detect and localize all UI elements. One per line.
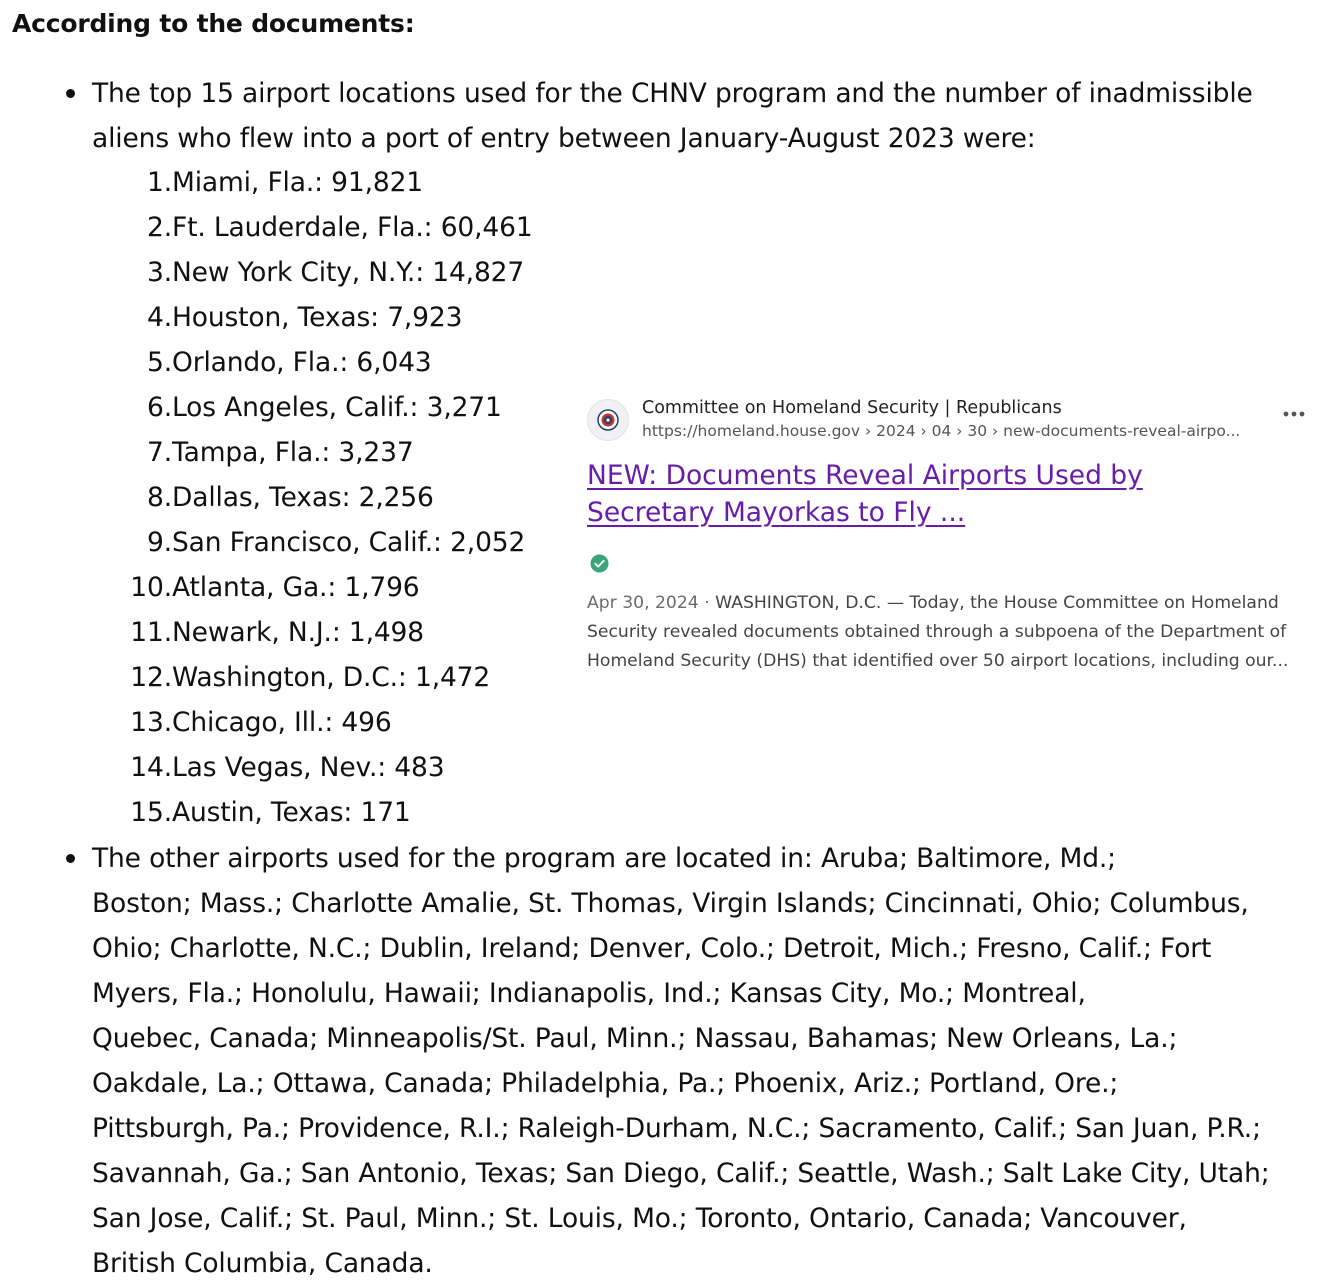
- list-number: 13.: [130, 707, 172, 738]
- list-item: 7. Tampa, Fla.: 3,237: [92, 430, 533, 475]
- bullet-2-line: Myers, Fla.; Honolulu, Hawaii; Indianapo…: [92, 978, 1086, 1009]
- bullet-2-line: British Columbia, Canada.: [92, 1248, 433, 1279]
- list-number: 5.: [147, 347, 172, 378]
- list-text: Ft. Lauderdale, Fla.: 60,461: [172, 212, 533, 243]
- result-snippet: Apr 30, 2024 · WASHINGTON, D.C. — Today,…: [587, 589, 1307, 676]
- list-text: Washington, D.C.: 1,472: [172, 662, 491, 693]
- snippet-line-1: Apr 30, 2024 · WASHINGTON, D.C. — Today,…: [587, 589, 1302, 618]
- top-airports-list: 1. Miami, Fla.: 91,821 2. Ft. Lauderdale, …: [92, 160, 533, 835]
- bullet-1-line-1: The top 15 airport locations used for th…: [92, 78, 1253, 109]
- list-item: 11. Newark, N.J.: 1,498: [92, 610, 533, 655]
- list-text: Orlando, Fla.: 6,043: [172, 347, 432, 378]
- list-number: 4.: [147, 302, 172, 333]
- bullet-dot: [66, 89, 75, 98]
- list-item: 15. Austin, Texas: 171: [92, 790, 533, 835]
- bullet-2-line: Quebec, Canada; Minneapolis/St. Paul, Mi…: [92, 1023, 1178, 1054]
- list-item: 9. San Francisco, Calif.: 2,052: [92, 520, 533, 565]
- list-text: San Francisco, Calif.: 2,052: [172, 527, 526, 558]
- result-date: Apr 30, 2024 ·: [587, 593, 716, 613]
- list-text: Dallas, Texas: 2,256: [172, 482, 434, 513]
- result-title-line-1[interactable]: NEW: Documents Reveal Airports Used by: [587, 460, 1143, 491]
- list-text: Miami, Fla.: 91,821: [172, 167, 423, 198]
- list-item: 12. Washington, D.C.: 1,472: [92, 655, 533, 700]
- list-number: 9.: [147, 527, 172, 558]
- bullet-2-line: Pittsburgh, Pa.; Providence, R.I.; Ralei…: [92, 1113, 1261, 1144]
- list-text: Austin, Texas: 171: [172, 797, 411, 828]
- list-item: 10. Atlanta, Ga.: 1,796: [92, 565, 533, 610]
- snippet-line-2: Security revealed documents obtained thr…: [587, 622, 1287, 642]
- result-title-link[interactable]: NEW: Documents Reveal Airports Used by S…: [587, 457, 1187, 531]
- list-number: 15.: [130, 797, 172, 828]
- section-heading: According to the documents:: [12, 9, 415, 38]
- bullet-2-line: The other airports used for the program …: [92, 843, 1116, 874]
- list-text: Atlanta, Ga.: 1,796: [172, 572, 420, 603]
- list-number: 10.: [130, 572, 172, 603]
- list-text: Tampa, Fla.: 3,237: [172, 437, 414, 468]
- list-number: 14.: [130, 752, 172, 783]
- list-item: 2. Ft. Lauderdale, Fla.: 60,461: [92, 205, 533, 250]
- list-text: Las Vegas, Nev.: 483: [172, 752, 445, 783]
- result-title-line-2[interactable]: Secretary Mayorkas to Fly ...: [587, 497, 966, 528]
- snippet-text-1: WASHINGTON, D.C. — Today, the House Comm…: [715, 593, 1279, 613]
- bullet-2-line: Oakdale, La.; Ottawa, Canada; Philadelph…: [92, 1068, 1119, 1099]
- list-item: 8. Dallas, Texas: 2,256: [92, 475, 533, 520]
- list-number: 2.: [147, 212, 172, 243]
- source-url[interactable]: https://homeland.house.gov › 2024 › 04 ›…: [642, 422, 1241, 440]
- bullet-1-text: The top 15 airport locations used for th…: [92, 71, 1307, 161]
- source-card: Committee on Homeland Security | Republi…: [587, 395, 1307, 685]
- list-item: 13. Chicago, Ill.: 496: [92, 700, 533, 745]
- bullet-1-line-2: aliens who flew into a port of entry bet…: [92, 123, 1036, 154]
- bullet-2-line: Savannah, Ga.; San Antonio, Texas; San D…: [92, 1158, 1270, 1189]
- list-number: 6.: [147, 392, 172, 423]
- list-number: 12.: [130, 662, 172, 693]
- list-item: 6. Los Angeles, Calif.: 3,271: [92, 385, 533, 430]
- list-text: Los Angeles, Calif.: 3,271: [172, 392, 502, 423]
- list-item: 3. New York City, N.Y.: 14,827: [92, 250, 533, 295]
- list-text: Chicago, Ill.: 496: [172, 707, 392, 738]
- list-text: New York City, N.Y.: 14,827: [172, 257, 525, 288]
- list-number: 8.: [147, 482, 172, 513]
- bullet-dot: [66, 854, 75, 863]
- more-options-icon[interactable]: [1281, 401, 1307, 427]
- list-number: 3.: [147, 257, 172, 288]
- bullet-2-line: Ohio; Charlotte, N.C.; Dublin, Ireland; …: [92, 933, 1212, 964]
- bullet-2-line: Boston; Mass.; Charlotte Amalie, St. Tho…: [92, 888, 1249, 919]
- list-text: Newark, N.J.: 1,498: [172, 617, 424, 648]
- list-item: 5. Orlando, Fla.: 6,043: [92, 340, 533, 385]
- list-number: 1.: [147, 167, 172, 198]
- list-item: 1. Miami, Fla.: 91,821: [92, 160, 533, 205]
- list-number: 7.: [147, 437, 172, 468]
- list-text: Houston, Texas: 7,923: [172, 302, 463, 333]
- snippet-line-3: Homeland Security (DHS) that identified …: [587, 651, 1289, 671]
- source-name[interactable]: Committee on Homeland Security | Republi…: [642, 398, 1062, 418]
- list-number: 11.: [130, 617, 172, 648]
- verified-check-icon: [590, 554, 609, 573]
- bullet-2-line: San Jose, Calif.; St. Paul, Minn.; St. L…: [92, 1203, 1187, 1234]
- seal-icon[interactable]: [587, 399, 629, 441]
- bullet-2-text: The other airports used for the program …: [92, 836, 1307, 1286]
- list-item: 14. Las Vegas, Nev.: 483: [92, 745, 533, 790]
- list-item: 4. Houston, Texas: 7,923: [92, 295, 533, 340]
